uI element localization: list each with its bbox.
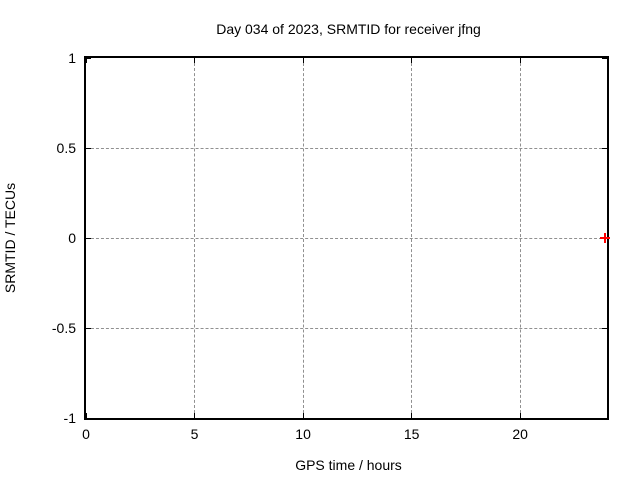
y-tick-label: 1 — [68, 50, 76, 66]
x-tick-mark-top — [411, 58, 413, 63]
x-tick-mark-top — [519, 58, 521, 63]
y-tick-mark-left — [86, 417, 91, 419]
plot-area — [84, 56, 610, 420]
data-point-marker — [599, 233, 610, 243]
y-tick-mark-left — [86, 57, 91, 59]
x-tick-label: 0 — [82, 426, 90, 442]
y-tick-label: 0.5 — [56, 140, 76, 156]
x-tick-mark-top — [302, 58, 304, 63]
y-tick-label: -0.5 — [51, 320, 76, 336]
x-tick-label: 15 — [403, 426, 420, 442]
x-tick-mark-bottom — [302, 413, 304, 418]
x-tick-mark-bottom — [194, 413, 196, 418]
y-tick-mark-right — [602, 147, 607, 149]
y-tick-mark-right — [602, 57, 607, 59]
chart-title: Day 034 of 2023, SRMTID for receiver jfn… — [216, 21, 481, 37]
x-tick-label: 5 — [190, 426, 199, 442]
y-tick-mark-right — [602, 327, 607, 329]
y-gridline — [86, 327, 607, 329]
y-tick-mark-left — [86, 327, 91, 329]
x-tick-label: 10 — [295, 426, 311, 442]
x-tick-mark-bottom — [411, 413, 413, 418]
y-tick-mark-right — [602, 417, 607, 419]
x-tick-mark-top — [85, 58, 87, 63]
x-tick-mark-top — [194, 58, 196, 63]
marker-plus-vbar — [603, 233, 606, 243]
y-tick-mark-left — [86, 147, 91, 149]
y-gridline — [86, 237, 607, 239]
x-tick-mark-bottom — [519, 413, 521, 418]
y-tick-label: 0 — [68, 230, 76, 246]
x-axis-label: GPS time / hours — [295, 457, 402, 473]
y-tick-label: -1 — [63, 410, 76, 426]
x-tick-label: 20 — [512, 426, 528, 442]
x-tick-mark-bottom — [85, 413, 87, 418]
y-tick-mark-left — [86, 237, 91, 239]
y-gridline — [86, 147, 607, 149]
